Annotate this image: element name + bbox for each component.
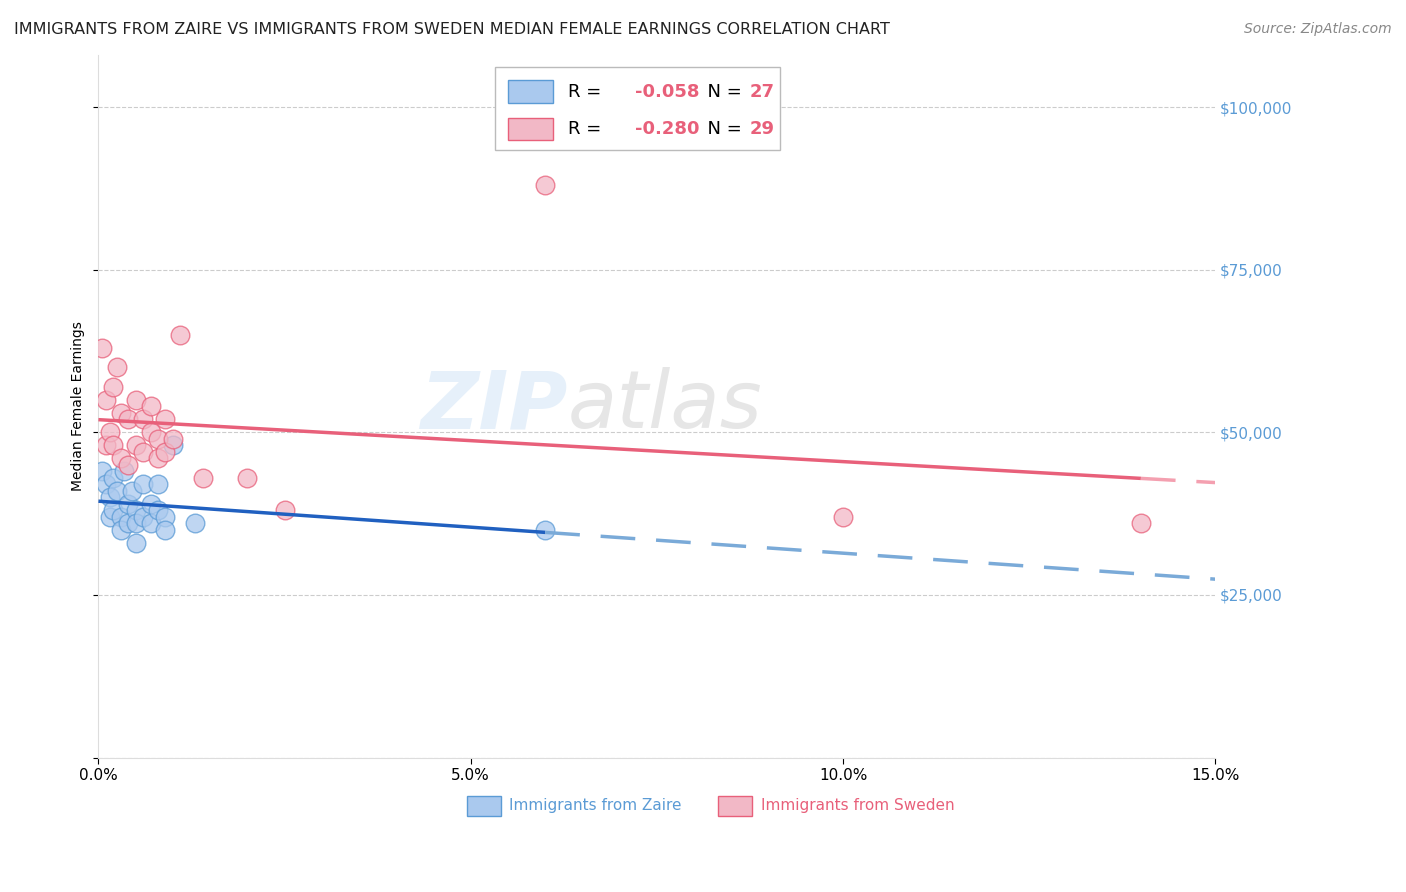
Point	[273, 503, 295, 517]
Point	[110, 523, 132, 537]
Point	[139, 497, 162, 511]
Text: atlas: atlas	[568, 368, 762, 445]
Point	[98, 491, 121, 505]
Text: R =: R =	[568, 120, 606, 138]
Point	[1129, 516, 1152, 531]
Point	[110, 509, 132, 524]
Point	[103, 503, 125, 517]
Point	[103, 380, 125, 394]
Point	[94, 438, 117, 452]
Point	[103, 471, 125, 485]
Point	[139, 400, 162, 414]
Point	[114, 464, 136, 478]
Point	[91, 464, 114, 478]
Point	[132, 477, 155, 491]
Point	[94, 477, 117, 491]
Point	[121, 483, 143, 498]
Point	[132, 412, 155, 426]
Text: Immigrants from Zaire: Immigrants from Zaire	[509, 797, 682, 813]
Point	[117, 458, 139, 472]
Text: 27: 27	[749, 83, 775, 101]
Point	[91, 341, 114, 355]
Point	[117, 412, 139, 426]
Point	[117, 497, 139, 511]
Point	[155, 509, 177, 524]
Y-axis label: Median Female Earnings: Median Female Earnings	[72, 321, 86, 491]
Point	[105, 360, 128, 375]
Point	[105, 483, 128, 498]
Point	[139, 516, 162, 531]
Point	[146, 477, 169, 491]
Text: -0.058: -0.058	[634, 83, 699, 101]
Point	[534, 523, 557, 537]
Point	[169, 327, 191, 342]
Point	[103, 438, 125, 452]
Point	[124, 536, 146, 550]
Point	[155, 523, 177, 537]
Point	[124, 438, 146, 452]
FancyBboxPatch shape	[509, 118, 553, 140]
Point	[117, 516, 139, 531]
Text: N =: N =	[696, 83, 748, 101]
Point	[534, 178, 557, 193]
Point	[139, 425, 162, 440]
Text: 29: 29	[749, 120, 775, 138]
Point	[124, 392, 146, 407]
Text: -0.280: -0.280	[634, 120, 699, 138]
Point	[184, 516, 207, 531]
Point	[132, 445, 155, 459]
Point	[146, 503, 169, 517]
Point	[94, 392, 117, 407]
Text: IMMIGRANTS FROM ZAIRE VS IMMIGRANTS FROM SWEDEN MEDIAN FEMALE EARNINGS CORRELATI: IMMIGRANTS FROM ZAIRE VS IMMIGRANTS FROM…	[14, 22, 890, 37]
Point	[146, 432, 169, 446]
Point	[98, 425, 121, 440]
Point	[162, 438, 184, 452]
Point	[155, 445, 177, 459]
Text: ZIP: ZIP	[420, 368, 568, 445]
Text: R =: R =	[568, 83, 606, 101]
FancyBboxPatch shape	[509, 80, 553, 103]
FancyBboxPatch shape	[718, 797, 752, 816]
Point	[832, 509, 855, 524]
Point	[162, 432, 184, 446]
Text: Source: ZipAtlas.com: Source: ZipAtlas.com	[1244, 22, 1392, 37]
Point	[191, 471, 214, 485]
Point	[98, 509, 121, 524]
Point	[110, 451, 132, 466]
Point	[124, 503, 146, 517]
Point	[146, 451, 169, 466]
Point	[236, 471, 259, 485]
Point	[124, 516, 146, 531]
Point	[132, 509, 155, 524]
Text: N =: N =	[696, 120, 748, 138]
Point	[155, 412, 177, 426]
Text: Immigrants from Sweden: Immigrants from Sweden	[761, 797, 955, 813]
FancyBboxPatch shape	[467, 797, 501, 816]
Point	[110, 406, 132, 420]
FancyBboxPatch shape	[495, 67, 780, 150]
